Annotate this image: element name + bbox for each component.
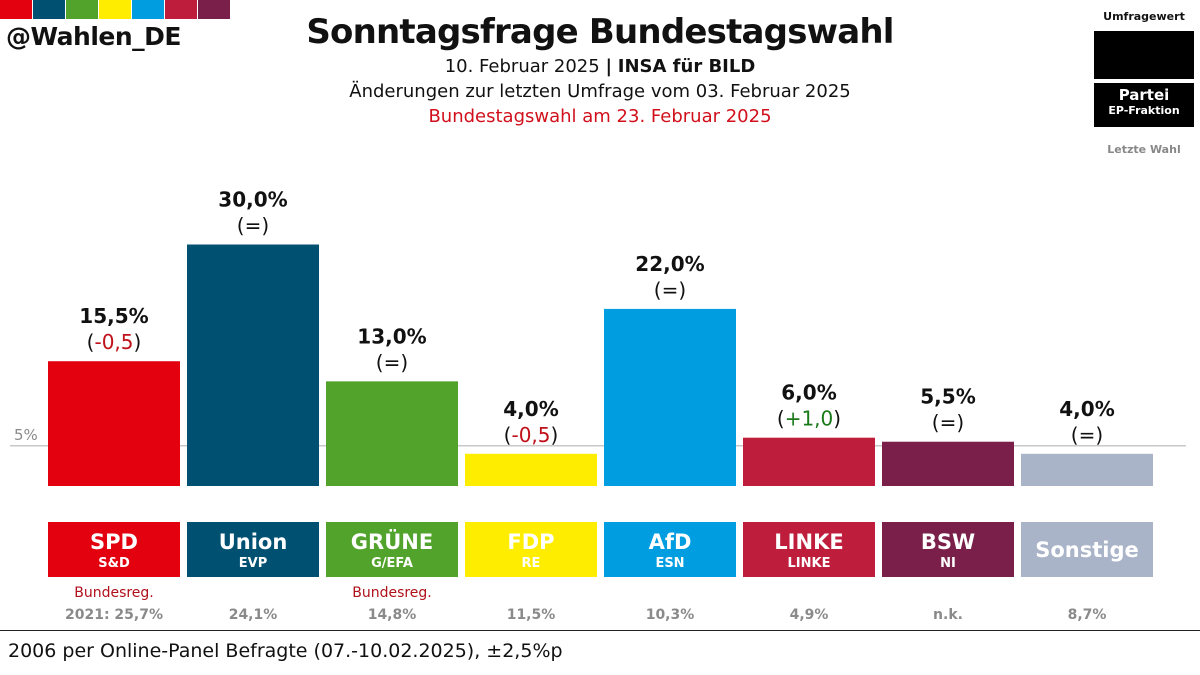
party-name-union: Union [219,530,288,554]
party-group-fdp: RE [522,556,541,571]
stripe-segment-5 [165,0,197,19]
party-group-afd: ESN [655,556,684,571]
changes-note: Änderungen zur letzten Umfrage vom 03. F… [349,81,851,102]
party-box-linke [743,522,875,577]
change-label-fdp: (-0,5) [504,423,559,447]
bar-sonstige [1021,453,1153,486]
poll-date: 10. Februar 2025 [444,56,600,77]
party-group-linke: LINKE [788,556,831,571]
change-label-union: (=) [237,214,269,238]
legend-party-label: Partei [1118,86,1170,104]
stripe-segment-1 [33,0,65,19]
bar-spd [48,361,180,486]
party-box-bsw [882,522,1014,577]
party-group-union: EVP [239,556,267,571]
poll-separator: | [605,56,613,77]
party-box-fdp [465,522,597,577]
legend-party-swatch: Partei EP-Fraktion [1094,83,1194,127]
change-label-grüne: (=) [376,350,408,374]
last-election-bsw: n.k. [933,607,963,623]
header: Sonntagsfrage Bundestagswahl 10. Februar… [240,10,960,129]
government-label-grüne: Bundesreg. [352,585,432,601]
party-box-sonstige [1021,522,1153,577]
change-label-linke: (+1,0) [777,407,841,431]
change-label-sonstige: (=) [1071,423,1103,447]
party-group-bsw: NI [940,556,956,571]
legend-group-label: EP-Fraktion [1108,104,1180,117]
last-election-spd: 2021: 25,7% [65,607,163,623]
legend: Umfragewert Partei EP-Fraktion Letzte Wa… [1092,10,1196,156]
party-group-grüne: G/EFA [371,556,413,571]
party-name-fdp: FDP [507,530,554,554]
bar-fdp [465,453,597,486]
last-election-afd: 10,3% [646,607,695,623]
last-election-grüne: 14,8% [368,607,417,623]
brand-handle: @Wahlen_DE [6,22,182,51]
value-label-grüne: 13,0% [357,324,426,348]
stripe-segment-3 [99,0,131,19]
value-label-afd: 22,0% [635,252,704,276]
value-label-union: 30,0% [218,188,287,212]
stripe-segment-0 [0,0,32,19]
stripe-segment-2 [66,0,98,19]
government-label-spd: Bundesreg. [74,585,154,601]
change-label-afd: (=) [654,278,686,302]
bar-linke [743,437,875,486]
party-name-linke: LINKE [774,530,843,554]
value-label-spd: 15,5% [79,304,148,328]
stripe-segment-6 [198,0,230,19]
brand-color-stripe [0,0,231,19]
party-name-bsw: BSW [921,530,975,554]
change-label-spd: (-0,5) [87,330,142,354]
party-group-spd: S&D [98,556,130,571]
party-box-union [187,522,319,577]
legend-last-label: Letzte Wahl [1107,143,1181,156]
pollster: INSA für BILD [617,56,756,77]
legend-value-swatch [1094,31,1194,79]
party-box-afd [604,522,736,577]
last-election-fdp: 11,5% [507,607,556,623]
election-note: Bundestagswahl am 23. Februar 2025 [428,106,772,127]
sample-note: 2006 per Online-Panel Befragte (07.-10.0… [8,640,563,662]
poll-info: 10. Februar 2025 | INSA für BILD [240,54,960,79]
party-name-afd: AfD [649,530,692,554]
party-name-sonstige: Sonstige [1035,538,1139,562]
chart-title: Sonntagsfrage Bundestagswahl [306,12,894,52]
value-label-fdp: 4,0% [503,397,558,421]
value-label-linke: 6,0% [781,381,836,405]
footer-divider [0,630,1200,631]
legend-value-label: Umfragewert [1103,10,1185,23]
value-label-sonstige: 4,0% [1059,397,1114,421]
party-name-spd: SPD [90,530,138,554]
bar-union [187,244,319,486]
change-label-bsw: (=) [932,411,964,435]
party-box-grüne [326,522,458,577]
party-name-grüne: GRÜNE [351,529,433,554]
stripe-segment-4 [132,0,164,19]
last-election-union: 24,1% [229,607,278,623]
party-box-spd [48,522,180,577]
last-election-sonstige: 8,7% [1068,607,1107,623]
value-label-bsw: 5,5% [920,385,975,409]
bar-grüne [326,381,458,486]
reference-line-label: 5% [14,426,38,444]
bar-bsw [882,441,1014,486]
bar-afd [604,308,736,486]
last-election-linke: 4,9% [790,607,829,623]
